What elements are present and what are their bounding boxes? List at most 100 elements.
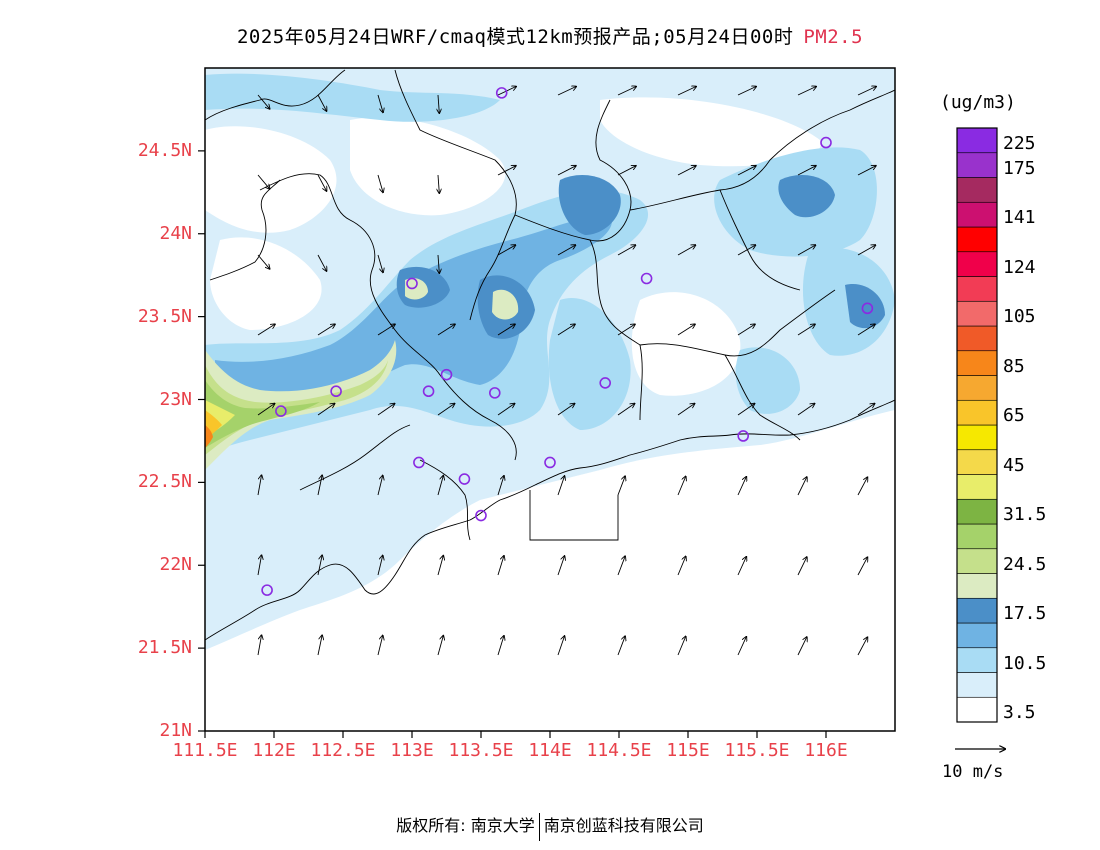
wind-arrow [857,245,875,256]
wind-arrow [497,636,504,656]
wind-arrow [317,174,327,191]
wind-arrow [257,404,275,416]
wind-arrow [797,557,807,576]
colorbar-bin [956,474,998,500]
axis-ticks [198,150,827,738]
wind-arrow [737,87,756,96]
wind-arrow [437,324,455,336]
wind-arrow [737,557,746,576]
wind-arrow [797,245,815,256]
station-marker [440,368,453,381]
lon-tick-label: 111.5E [172,740,238,761]
wind-arrow [257,475,262,496]
wind-arrow [438,254,439,273]
wind-arrow [617,324,635,336]
station-marker [406,277,418,290]
wind-arrow [677,477,686,496]
wind-arrow [617,476,625,496]
monitoring-stations [261,87,874,596]
lon-tick-label: 115.5E [724,740,790,761]
wind-arrow [317,555,322,576]
wind-arrow [377,94,383,112]
wind-arrow [377,476,383,496]
wind-arrow [797,324,815,336]
wind-arrow [677,324,695,336]
station-marker [275,405,287,417]
wind-arrow [737,324,755,336]
station-marker [413,456,425,469]
wind-arrow [737,166,756,176]
colorbar-unit: (ug/m3) [940,92,1016,113]
wind-arrow [677,637,686,656]
colorbar-bin [956,251,998,277]
wind-arrow [677,404,695,416]
lat-tick-label: 23N [159,388,192,410]
pm25-field [205,68,895,731]
lat-tick-label: 24N [159,222,192,244]
wind-arrow [857,166,876,176]
colorbar-bin [956,449,998,475]
wind-arrow [617,87,636,96]
lat-tick-label: 24.5N [137,139,192,161]
colorbar-tick-label: 17.5 [1003,603,1047,624]
wind-arrow [857,404,875,416]
wind-arrow [557,324,575,336]
lon-tick-label: 114.5E [586,740,652,761]
wind-arrow [497,404,515,416]
colorbar-tick-label: 45 [1003,454,1025,476]
lat-tick-label: 23.5N [137,305,192,327]
wind-arrow [257,174,270,189]
station-marker [330,385,342,398]
wind-arrow [797,87,816,96]
wind-arrow [617,636,625,656]
wind-arrow [437,476,443,496]
wind-arrow [437,404,455,416]
colorbar-bin [956,696,998,723]
colorbar-bin [956,498,998,525]
wind-arrow [557,166,576,176]
colorbar-bin [956,647,998,673]
wind-arrow [557,404,575,416]
colorbar-bin [956,300,998,327]
wind-arrow [438,174,439,193]
colorbar [956,127,998,723]
wind-arrow [857,557,867,576]
colorbar-frame [956,127,998,723]
station-marker [544,456,556,469]
wind-arrow [257,555,262,576]
wind-arrow [317,404,335,416]
wind-arrow [857,87,876,96]
colorbar-bin [956,672,998,698]
station-marker [495,87,508,99]
title-variable: PM2.5 [803,26,864,48]
wind-arrow [737,637,746,656]
colorbar-bin [956,226,998,253]
wind-arrow [617,245,635,256]
wind-arrow [677,166,696,176]
chart-title: 2025年05月24日WRF/cmaq模式12km预报产品;05月24日00时 P… [0,22,1100,49]
lon-tick-label: 113.5E [448,740,514,761]
wind-arrow [317,94,327,111]
colorbar-tick-label: 105 [1003,306,1036,327]
footer-right: 南京创蓝科技有限公司 [543,816,704,835]
wind-arrow [737,404,755,416]
colorbar-tick-label: 175 [1003,157,1036,179]
wind-arrow [257,94,270,109]
wind-arrow [797,477,807,496]
wind-arrow [497,245,515,256]
title-main: 2025年05月24日WRF/cmaq模式12km预报产品;05月24日00时 [236,26,794,48]
wind-arrow [737,245,755,256]
wind-arrow [377,556,383,576]
wind-reference-label: 10 m/s [942,762,1004,782]
wind-arrow [797,404,815,416]
lon-tick-label: 115E [666,740,710,761]
wind-arrow [797,637,807,656]
colorbar-bin [956,548,998,574]
colorbar-tick-label: 141 [1003,207,1036,228]
station-marker [422,385,435,398]
wind-arrow [617,166,636,176]
station-marker [737,430,750,442]
colorbar-bin [956,597,998,624]
colorbar-tick-label: 10.5 [1003,652,1047,674]
